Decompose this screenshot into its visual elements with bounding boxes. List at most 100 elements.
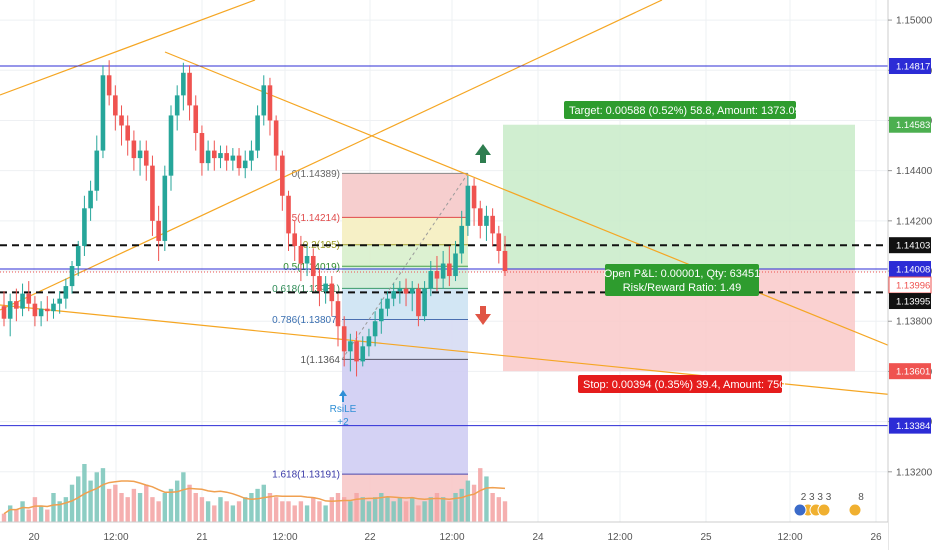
candle-body: [242, 160, 248, 169]
volume-bar: [125, 497, 130, 522]
fib-zone: [342, 173, 468, 218]
volume-bar: [447, 501, 452, 522]
volume-bar: [434, 493, 440, 522]
volume-bar: [459, 488, 464, 522]
candle-body: [428, 271, 434, 289]
volume-bar: [1, 513, 7, 522]
candle-body: [174, 95, 180, 116]
crosshair-price-label-text: 1.13995: [896, 297, 930, 308]
candle-body: [106, 75, 112, 96]
time-tick-label: 12:00: [272, 532, 297, 543]
time-tick-label: 21: [196, 532, 208, 543]
rr-text: Risk/Reward Ratio: 1.49: [623, 282, 742, 294]
candle-body: [57, 298, 62, 304]
candle-body: [440, 263, 446, 279]
candle-body: [292, 233, 298, 246]
candle-body: [211, 150, 217, 159]
price-line-label: [889, 261, 931, 278]
volume-bar: [199, 497, 205, 522]
candle-body: [409, 288, 415, 294]
crosshair-price-label: [889, 293, 931, 310]
volume-bars: [1, 464, 508, 522]
volume-bar: [243, 497, 248, 522]
candle-body: [286, 195, 291, 234]
fib-level-label: 1(1.1364: [301, 355, 341, 366]
volume-bar: [218, 497, 223, 522]
event-circle: [848, 503, 862, 517]
volume-bar: [391, 501, 396, 522]
volume-bar: [131, 488, 137, 522]
price-line-label: [889, 58, 931, 75]
volume-bar: [20, 501, 25, 522]
pnl-text: Open P&L: 0.00001, Qty: 63451: [604, 268, 761, 280]
candle-body: [38, 308, 44, 317]
volume-bar: [255, 488, 260, 522]
volume-bar: [280, 501, 285, 522]
candle-body: [378, 308, 384, 322]
candle-body: [422, 288, 427, 317]
volume-bar: [174, 480, 180, 522]
candle-body: [391, 291, 396, 299]
trend-line: [0, 0, 663, 311]
volume-bar: [7, 505, 13, 522]
volume-bar: [51, 493, 56, 522]
volume-bar: [335, 493, 341, 522]
price-line-label-text: 1.14008: [896, 265, 930, 276]
volume-bar: [249, 493, 254, 522]
volume-bar: [144, 484, 149, 522]
time-axis: 20 12:00 21 12:00 22 12:00 24 12:00 25 12:00 26: [0, 521, 888, 550]
candle-body: [459, 225, 465, 254]
candle-body: [125, 125, 131, 141]
candle-body: [453, 253, 458, 277]
fib-trend-line: [341, 173, 469, 360]
candle-body: [224, 153, 229, 161]
volume-bar: [106, 488, 112, 522]
volume-bar: [298, 501, 304, 522]
pnl-badge: [605, 264, 759, 296]
volume-bar: [478, 468, 483, 522]
candle-body: [199, 133, 205, 164]
volume-bar: [63, 497, 69, 522]
last-price-label-text: 1.13996: [896, 281, 930, 292]
fib-level-label: 5(1.14214): [292, 213, 340, 224]
candle-body: [94, 150, 100, 191]
volume-bar: [212, 505, 217, 522]
candle-body: [348, 341, 353, 352]
stop-price-label-text: 1.13601: [896, 367, 930, 378]
volume-bar: [230, 505, 236, 522]
volume-bar: [137, 493, 143, 522]
volume-bar: [403, 501, 409, 522]
candle-body: [119, 115, 124, 126]
volume-bar: [261, 484, 266, 522]
event-circle: [817, 503, 831, 517]
candle-body: [249, 150, 254, 161]
volume-bar: [465, 480, 471, 522]
volume-bar: [329, 497, 335, 522]
candle-body: [273, 120, 279, 156]
fib-level-label: 0.2(105): [303, 240, 340, 251]
candle-body: [471, 185, 477, 209]
volume-bar: [113, 484, 118, 522]
volume-ma-line: [3, 480, 506, 515]
candle-body: [304, 255, 310, 264]
volume-bar: [205, 501, 211, 522]
candle-body: [20, 293, 25, 309]
fib-level-label: 0(1.14389): [292, 169, 340, 180]
fib-level-label: 0.786(1.13807): [272, 315, 340, 326]
volume-bar: [187, 484, 192, 522]
price-line-label: [889, 417, 931, 434]
candle-body: [75, 245, 81, 267]
candle-body: [323, 283, 328, 292]
candle-body: [434, 271, 440, 279]
volume-bar: [14, 509, 19, 522]
time-axis-bg: [0, 522, 888, 550]
volume-bar: [69, 484, 75, 522]
candle-body: [341, 326, 347, 352]
candle-body: [218, 153, 223, 159]
volume-bar: [88, 480, 93, 522]
event-count: 2 3 3 3: [801, 492, 832, 503]
stop-badge: [578, 375, 782, 393]
price-tick-label: 1.14200: [896, 216, 932, 227]
volume-bar: [360, 497, 365, 522]
